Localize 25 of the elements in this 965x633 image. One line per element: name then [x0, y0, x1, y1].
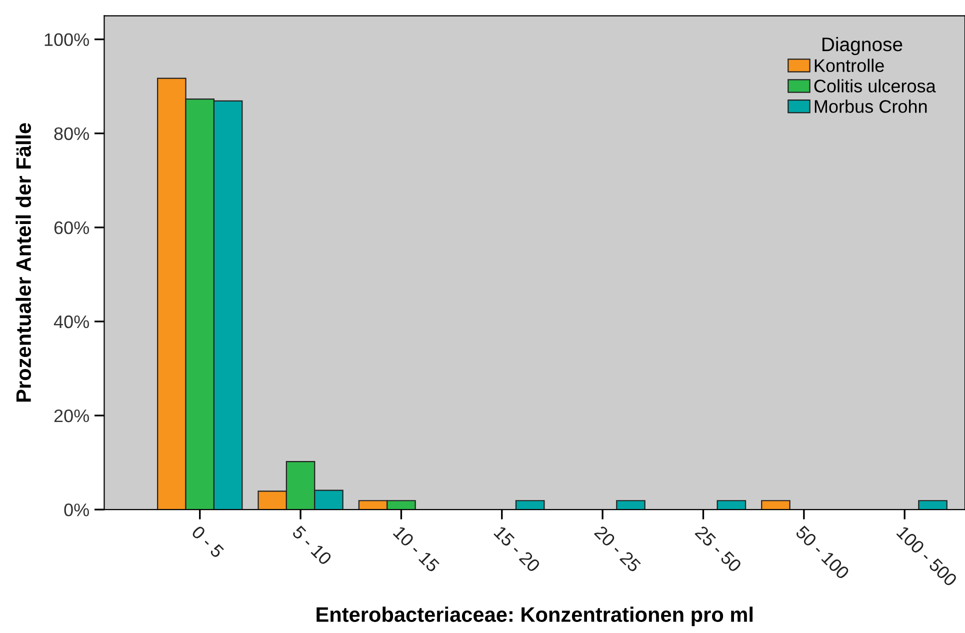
y-axis-title: Prozentualer Anteil der Fälle — [16, 123, 32, 402]
bar — [515, 500, 545, 510]
x-tick-label: 25 - 50 — [694, 525, 742, 573]
bar — [918, 500, 948, 510]
x-tick-label: 10 - 15 — [392, 525, 440, 573]
x-axis-title: Enterobacteriaceae: Konzentrationen pro ml — [316, 606, 753, 626]
x-tick-label: 0 - 5 — [190, 524, 225, 559]
legend-label: Morbus Crohn — [814, 100, 927, 113]
y-tick-label: 20% — [54, 409, 89, 422]
x-tick-label: 20 - 25 — [594, 525, 642, 573]
bar — [616, 500, 646, 510]
x-tick-label: 100 - 500 — [896, 525, 958, 587]
bar — [716, 500, 746, 510]
legend-label: Colitis ulcerosa — [814, 79, 936, 92]
y-tick-label: 40% — [54, 315, 89, 328]
bar — [761, 500, 790, 510]
x-tick-label: 5 - 10 — [292, 524, 332, 566]
y-tick-label: 80% — [54, 127, 89, 140]
legend-label: Kontrolle — [814, 58, 884, 72]
legend-title: Diagnose — [822, 37, 902, 56]
y-tick-label: 0% — [64, 504, 89, 516]
y-tick-label: 60% — [54, 221, 89, 234]
x-tick-label: 15 - 20 — [493, 525, 541, 573]
x-tick-label: 50 - 100 — [795, 524, 850, 580]
y-tick-label: 100% — [44, 33, 89, 46]
